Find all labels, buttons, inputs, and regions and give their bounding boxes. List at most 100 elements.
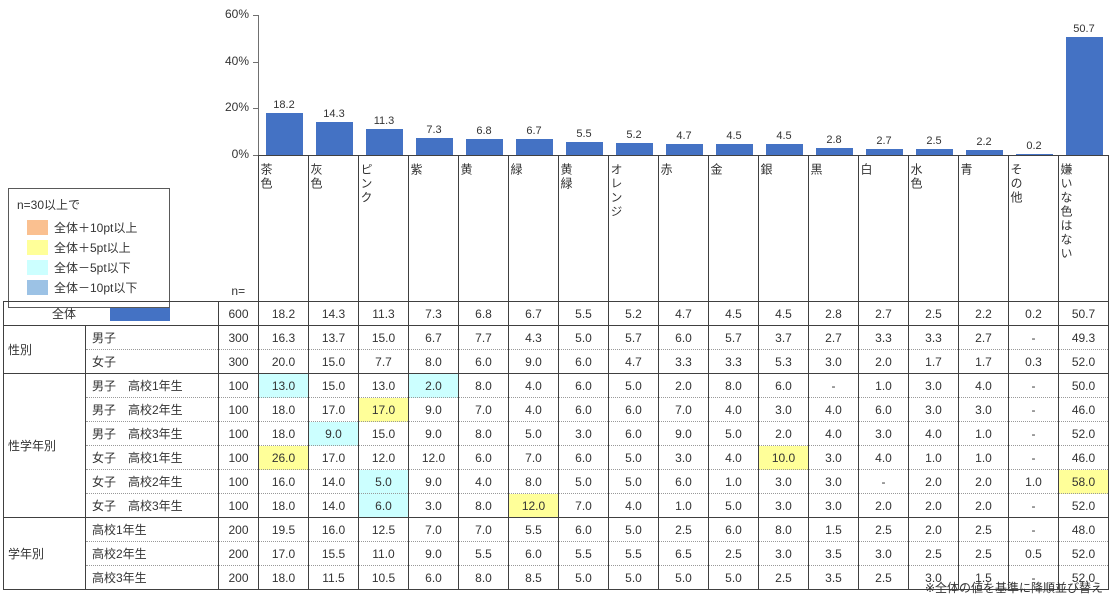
value-cell: 5.0	[608, 469, 659, 494]
value-cell: 2.5	[858, 517, 909, 542]
value-cell: 5.0	[608, 445, 659, 470]
bar-value-label: 50.7	[1073, 23, 1095, 35]
value-cell: 18.2	[258, 301, 309, 326]
legend-swatch	[27, 260, 48, 275]
bar-chart: 18.2 14.3 11.3 7.3 6.8 6.7 5.5 5.2 4.7 4.5 4.5 2.8 2…	[0, 0, 1113, 161]
value-cell: 6.7	[408, 325, 459, 350]
y-axis-tick-label: 20%	[224, 100, 249, 115]
value-cell: 10.5	[358, 565, 409, 590]
value-cell: -	[808, 373, 859, 398]
value-cell: 17.0	[258, 541, 309, 566]
value-cell: 4.0	[708, 397, 759, 422]
value-cell: 5.3	[758, 349, 809, 374]
bar-column: 2.2	[959, 15, 1009, 155]
value-cell: -	[1008, 397, 1059, 422]
value-cell: 2.0	[658, 373, 709, 398]
value-cell: 50.0	[1058, 373, 1109, 398]
value-cell: 8.0	[758, 517, 809, 542]
legend-item: 全体－5pt以下	[27, 259, 163, 276]
value-cell: 12.5	[358, 517, 409, 542]
value-cell: 12.0	[358, 445, 409, 470]
value-cell: 8.0	[458, 565, 509, 590]
n-value-cell: 100	[218, 493, 259, 518]
n-value-cell: 600	[218, 301, 259, 326]
category-header-cell: 緑	[508, 155, 559, 302]
value-cell: 9.0	[308, 421, 359, 446]
value-cell: 0.2	[1008, 301, 1059, 326]
category-header-cell: 茶色	[258, 155, 309, 302]
value-cell: 4.0	[458, 469, 509, 494]
row-label-cell: 高校2年生	[85, 541, 219, 566]
value-cell: 4.0	[958, 373, 1009, 398]
value-cell: 3.7	[758, 325, 809, 350]
group-label-cell: 性別	[3, 325, 86, 374]
category-header-cell: 紫	[408, 155, 459, 302]
value-cell: 6.0	[658, 469, 709, 494]
value-cell: 4.0	[508, 373, 559, 398]
bar-column: 0.2	[1009, 15, 1059, 155]
value-cell: 7.0	[458, 397, 509, 422]
value-cell: 2.0	[908, 493, 959, 518]
value-cell: 3.0	[908, 373, 959, 398]
y-axis-tick-label: 0%	[231, 147, 249, 161]
row-label-cell: 男子 高校1年生	[85, 373, 219, 398]
value-cell: 3.0	[758, 469, 809, 494]
value-cell: 2.5	[758, 565, 809, 590]
value-cell: 2.5	[908, 541, 959, 566]
bar-value-label: 4.5	[726, 130, 742, 142]
n-equals-label: n=	[231, 284, 246, 298]
bar	[315, 122, 353, 155]
value-cell: 1.0	[958, 421, 1009, 446]
value-cell: -	[1008, 373, 1059, 398]
value-cell: 2.5	[708, 541, 759, 566]
category-header-cell: 銀	[758, 155, 809, 302]
value-cell: 2.0	[958, 469, 1009, 494]
y-axis-tick	[253, 108, 259, 110]
value-cell: 14.0	[308, 493, 359, 518]
n-value-cell: 100	[218, 397, 259, 422]
value-cell: 52.0	[1058, 421, 1109, 446]
value-cell: -	[1008, 517, 1059, 542]
value-cell: 16.0	[258, 469, 309, 494]
category-header-cell: 黄	[458, 155, 509, 302]
n-value-cell: 100	[218, 373, 259, 398]
value-cell: 8.0	[458, 421, 509, 446]
value-cell: 6.0	[858, 397, 909, 422]
value-cell: 52.0	[1058, 493, 1109, 518]
value-cell: 15.0	[358, 421, 409, 446]
bar-column: 50.7	[1059, 15, 1109, 155]
bar	[265, 113, 303, 155]
legend-item-label: 全体＋10pt以上	[54, 221, 138, 235]
bar	[515, 139, 553, 155]
value-cell: 4.0	[808, 397, 859, 422]
value-cell: 2.5	[958, 517, 1009, 542]
value-cell: 6.5	[658, 541, 709, 566]
value-cell: 4.5	[708, 301, 759, 326]
n-value-cell: 200	[218, 541, 259, 566]
legend-swatch	[27, 220, 48, 235]
value-cell: 5.0	[708, 565, 759, 590]
bar-column: 11.3	[359, 15, 409, 155]
value-cell: 11.5	[308, 565, 359, 590]
value-cell: 3.0	[758, 397, 809, 422]
value-cell: 3.3	[708, 349, 759, 374]
bar-column: 2.7	[859, 15, 909, 155]
legend-item: 全体＋10pt以上	[27, 219, 163, 236]
value-cell: 1.0	[708, 469, 759, 494]
value-cell: 2.8	[808, 301, 859, 326]
bar	[565, 142, 603, 155]
value-cell: 3.0	[808, 493, 859, 518]
bar	[715, 144, 753, 155]
bar-chart-plot: 18.2 14.3 11.3 7.3 6.8 6.7 5.5 5.2 4.7 4.5 4.5 2.8 2…	[225, 7, 1109, 161]
value-cell: 1.5	[958, 565, 1009, 590]
value-cell: 46.0	[1058, 445, 1109, 470]
value-cell: 48.0	[1058, 517, 1109, 542]
value-cell: 5.5	[458, 541, 509, 566]
value-cell: 6.7	[508, 301, 559, 326]
bar-column: 18.2	[259, 15, 309, 155]
value-cell: 5.0	[558, 325, 609, 350]
legend-item-label: 全体－10pt以下	[54, 281, 138, 295]
value-cell: 1.0	[858, 373, 909, 398]
bar	[865, 149, 903, 155]
